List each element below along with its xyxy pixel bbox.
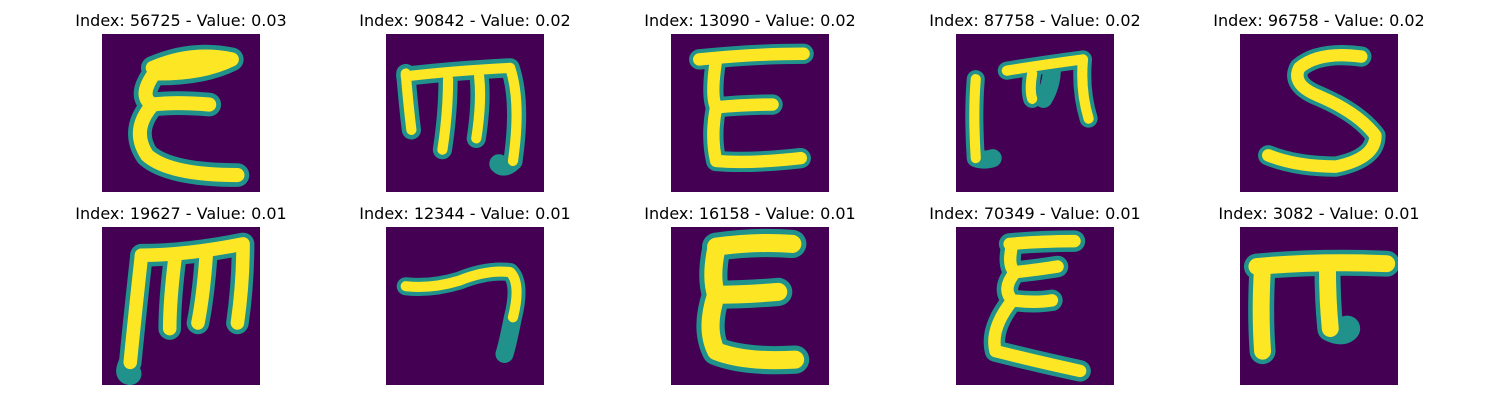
s-glyph-image (1240, 34, 1398, 192)
panel-title: Index: 16158 - Value: 0.01 (644, 204, 856, 223)
m-glyph-image (102, 227, 260, 385)
panel-3: Index: 13090 - Value: 0.02 (630, 12, 870, 192)
e-glyph-image (671, 227, 829, 385)
e-glyph-image (671, 34, 829, 192)
panel-title: Index: 90842 - Value: 0.02 (359, 11, 571, 30)
panel-2: Index: 90842 - Value: 0.02 (345, 12, 585, 192)
panel-8: Index: 16158 - Value: 0.01 (630, 205, 870, 385)
panel-6: Index: 19627 - Value: 0.01 (61, 205, 301, 385)
panel-9: Index: 70349 - Value: 0.01 (915, 205, 1155, 385)
panel-title: Index: 3082 - Value: 0.01 (1218, 204, 1420, 223)
panel-title: Index: 19627 - Value: 0.01 (75, 204, 287, 223)
panel-title: Index: 56725 - Value: 0.03 (75, 11, 287, 30)
panel-title: Index: 13090 - Value: 0.02 (644, 11, 856, 30)
panel-1: Index: 56725 - Value: 0.03 (61, 12, 301, 192)
m-glyph-image (956, 34, 1114, 192)
panel-title: Index: 12344 - Value: 0.01 (359, 204, 571, 223)
e-glyph-image (102, 34, 260, 192)
e-glyph-image (956, 227, 1114, 385)
panel-10: Index: 3082 - Value: 0.01 (1199, 205, 1439, 385)
panel-5: Index: 96758 - Value: 0.02 (1199, 12, 1439, 192)
hook-glyph-image (386, 227, 544, 385)
m-glyph-image (386, 34, 544, 192)
panel-4: Index: 87758 - Value: 0.02 (915, 12, 1155, 192)
panel-title: Index: 96758 - Value: 0.02 (1213, 11, 1425, 30)
pi-glyph-image (1240, 227, 1398, 385)
panel-7: Index: 12344 - Value: 0.01 (345, 205, 585, 385)
panel-title: Index: 70349 - Value: 0.01 (929, 204, 1141, 223)
panel-title: Index: 87758 - Value: 0.02 (929, 11, 1141, 30)
